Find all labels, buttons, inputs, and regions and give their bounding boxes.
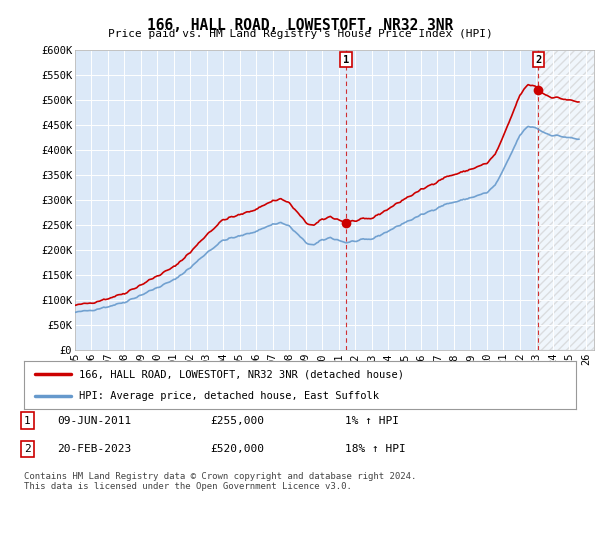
Text: 1% ↑ HPI: 1% ↑ HPI [345, 416, 399, 426]
Text: 09-JUN-2011: 09-JUN-2011 [57, 416, 131, 426]
Text: 166, HALL ROAD, LOWESTOFT, NR32 3NR: 166, HALL ROAD, LOWESTOFT, NR32 3NR [147, 18, 453, 33]
Text: 1: 1 [343, 55, 349, 65]
Text: £255,000: £255,000 [210, 416, 264, 426]
Text: Price paid vs. HM Land Registry's House Price Index (HPI): Price paid vs. HM Land Registry's House … [107, 29, 493, 39]
Bar [538, 50, 600, 350]
Bar [346, 50, 538, 350]
Text: £520,000: £520,000 [210, 444, 264, 454]
Text: Contains HM Land Registry data © Crown copyright and database right 2024.
This d: Contains HM Land Registry data © Crown c… [24, 472, 416, 491]
Text: HPI: Average price, detached house, East Suffolk: HPI: Average price, detached house, East… [79, 391, 379, 401]
Text: 20-FEB-2023: 20-FEB-2023 [57, 444, 131, 454]
Text: 2: 2 [535, 55, 542, 65]
Text: 18% ↑ HPI: 18% ↑ HPI [345, 444, 406, 454]
Text: 2: 2 [24, 444, 31, 454]
Text: 1: 1 [24, 416, 31, 426]
Text: 166, HALL ROAD, LOWESTOFT, NR32 3NR (detached house): 166, HALL ROAD, LOWESTOFT, NR32 3NR (det… [79, 369, 404, 379]
